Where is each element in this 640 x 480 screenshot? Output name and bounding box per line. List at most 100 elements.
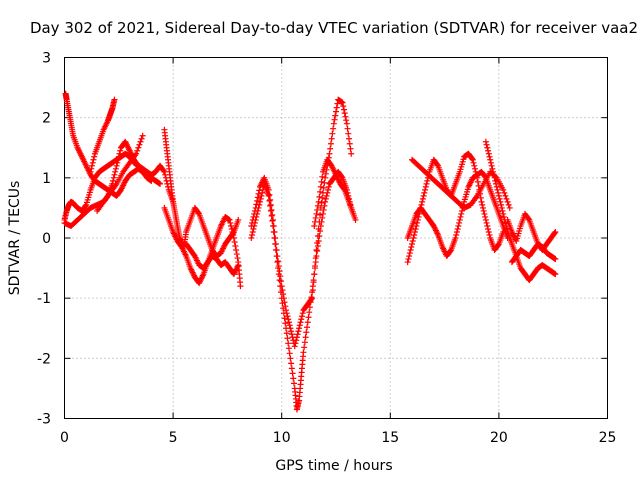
data-point xyxy=(285,319,292,326)
data-point xyxy=(314,248,321,255)
x-tick-label: 10 xyxy=(273,430,291,446)
data-point xyxy=(293,337,300,344)
data-point xyxy=(352,216,359,223)
data-point xyxy=(343,120,350,127)
data-point xyxy=(479,201,486,208)
x-tick-label: 5 xyxy=(169,430,178,446)
data-point xyxy=(454,225,461,232)
x-axis-label: GPS time / hours xyxy=(275,458,392,474)
data-point xyxy=(456,219,463,226)
data-point xyxy=(87,168,94,175)
data-point xyxy=(297,319,304,326)
data-point xyxy=(284,335,291,342)
data-point xyxy=(407,247,414,254)
data-point xyxy=(305,314,312,321)
x-tick-label: 25 xyxy=(599,430,617,446)
data-point xyxy=(254,197,261,204)
data-point xyxy=(491,174,498,181)
data-point xyxy=(552,256,559,263)
data-point xyxy=(319,194,326,201)
data-point xyxy=(291,343,298,350)
data-point xyxy=(455,222,462,229)
data-point xyxy=(267,196,274,203)
data-point xyxy=(285,345,292,352)
data-point xyxy=(89,162,96,169)
data-point xyxy=(326,150,333,157)
data-point xyxy=(91,153,98,160)
data-point xyxy=(288,365,295,372)
data-point xyxy=(479,204,486,211)
data-point xyxy=(82,202,89,209)
data-point xyxy=(503,225,510,232)
data-point xyxy=(314,206,321,213)
data-point xyxy=(409,238,416,245)
data-point xyxy=(280,295,287,302)
data-point xyxy=(288,331,295,338)
data-point xyxy=(318,199,325,206)
data-point xyxy=(485,147,492,154)
y-tick-labels: -3 -2 -1 0 1 2 3 xyxy=(37,51,51,428)
data-point xyxy=(304,319,311,326)
x-tick-label: 0 xyxy=(60,430,69,446)
data-point xyxy=(248,222,255,229)
data-point xyxy=(408,244,415,251)
data-point xyxy=(311,271,318,278)
data-point xyxy=(483,141,490,148)
data-point xyxy=(235,262,242,269)
data-point xyxy=(271,228,278,235)
data-point xyxy=(237,283,244,290)
data-point xyxy=(226,216,233,223)
data-point xyxy=(340,103,347,110)
data-point xyxy=(90,156,97,163)
data-point xyxy=(296,322,303,329)
data-point xyxy=(525,215,532,222)
data-point xyxy=(492,177,499,184)
data-point xyxy=(288,360,295,367)
data-point xyxy=(350,210,357,217)
data-point xyxy=(306,309,313,316)
data-point xyxy=(469,155,476,162)
data-point xyxy=(134,147,141,154)
data-point xyxy=(250,225,257,232)
data-point xyxy=(338,173,345,180)
data-point xyxy=(230,231,237,238)
data-point xyxy=(406,253,413,260)
data-point xyxy=(329,130,336,137)
data-point xyxy=(312,263,319,270)
data-point xyxy=(501,189,508,196)
data-point xyxy=(409,241,416,248)
data-point xyxy=(415,213,422,220)
data-point xyxy=(484,144,491,151)
data-point xyxy=(286,322,293,329)
data-point xyxy=(325,183,332,190)
data-point xyxy=(300,349,307,356)
data-point xyxy=(231,239,238,246)
y-tick-label: 0 xyxy=(42,231,51,247)
data-point xyxy=(411,228,418,235)
data-point xyxy=(286,350,293,357)
data-point xyxy=(480,207,487,214)
data-point xyxy=(302,334,309,341)
data-point xyxy=(493,183,500,190)
data-point xyxy=(308,296,315,303)
data-point xyxy=(322,174,329,181)
data-point xyxy=(500,210,507,217)
data-point xyxy=(299,310,306,317)
data-point xyxy=(248,235,255,241)
series-arc-1 xyxy=(61,150,177,223)
data-point xyxy=(314,240,321,247)
series-arc-10 xyxy=(248,96,355,350)
data-point xyxy=(278,283,285,290)
data-point xyxy=(327,140,334,147)
data-point xyxy=(272,235,279,241)
data-point xyxy=(290,375,297,382)
data-point xyxy=(552,228,559,235)
data-point xyxy=(313,247,320,254)
data-point xyxy=(298,313,305,320)
data-point xyxy=(295,328,302,335)
data-marks xyxy=(61,90,559,413)
data-point xyxy=(288,328,295,335)
data-point xyxy=(486,231,493,238)
data-point xyxy=(495,189,502,196)
